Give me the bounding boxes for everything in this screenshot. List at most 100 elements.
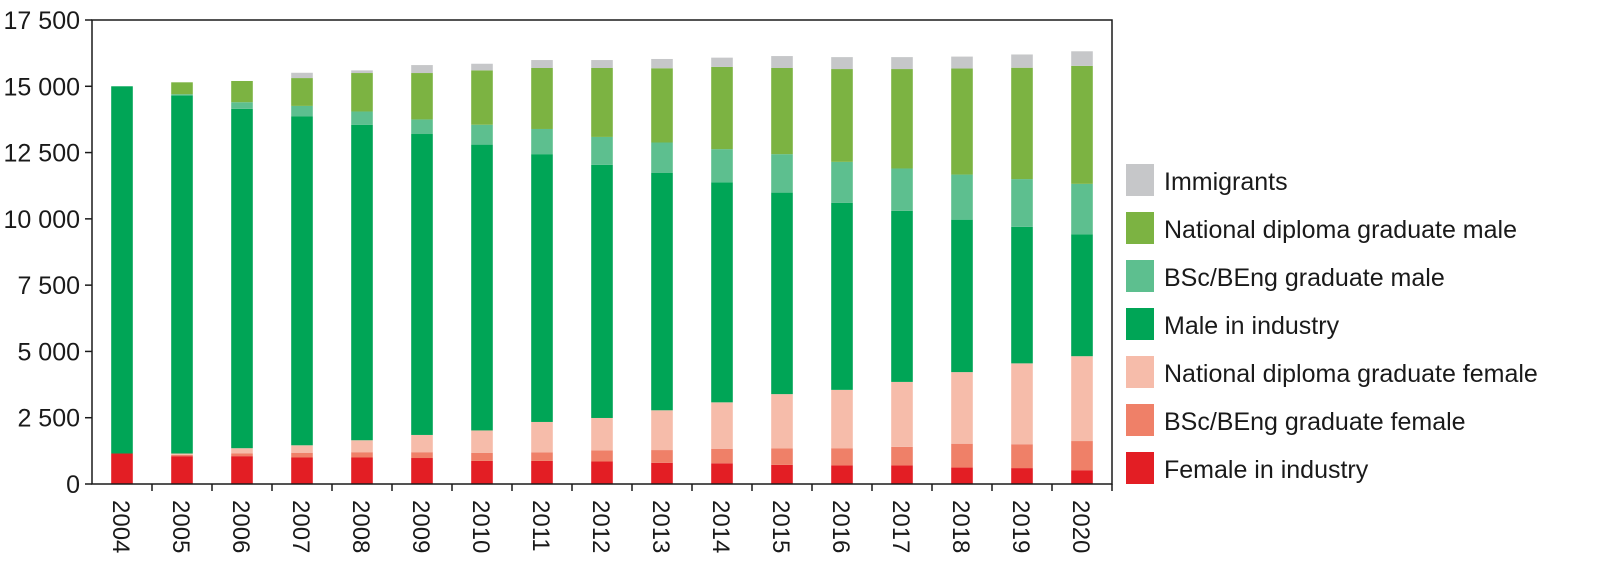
- y-tick-label: 5 000: [17, 338, 80, 366]
- bar-immigrants-2017: [891, 57, 913, 70]
- legend: Immigrants National diploma graduate male…: [1126, 164, 1538, 484]
- y-tick-label: 0: [66, 471, 80, 499]
- legend-label-bsc-beng-graduate-male: BSc/BEng graduate male: [1164, 264, 1445, 292]
- y-tick-label: 10 000: [4, 206, 80, 234]
- bar-male-in-industry-2008: [351, 124, 373, 441]
- bar-national-diploma-graduate-female-2006: [231, 448, 253, 454]
- bar-bsc-beng-graduate-male-2009: [411, 119, 433, 135]
- bar-national-diploma-graduate-male-2009: [411, 73, 433, 120]
- bar-national-diploma-graduate-female-2005: [171, 453, 193, 455]
- bar-female-in-industry-2005: [171, 456, 193, 484]
- x-tick-label: 2004: [107, 500, 134, 553]
- bar-national-diploma-graduate-male-2008: [351, 73, 373, 112]
- bar-immigrants-2018: [951, 56, 973, 69]
- bar-female-in-industry-2008: [351, 457, 373, 484]
- bar-female-in-industry-2019: [1011, 468, 1033, 484]
- y-tick-label: 2 500: [17, 405, 80, 433]
- x-tick-label: 2006: [227, 500, 254, 553]
- bar-immigrants-2020: [1071, 51, 1093, 66]
- bar-immigrants-2007: [291, 72, 313, 79]
- x-tick-label: 2005: [167, 500, 194, 553]
- bar-national-diploma-graduate-male-2019: [1011, 67, 1033, 180]
- bar-bsc-beng-graduate-male-2015: [771, 154, 793, 193]
- bar-national-diploma-graduate-male-2007: [291, 78, 313, 106]
- bar-bsc-beng-graduate-female-2007: [291, 452, 313, 458]
- bar-bsc-beng-graduate-male-2006: [231, 102, 253, 109]
- bar-male-in-industry-2017: [891, 210, 913, 382]
- y-tick-label: 17 500: [4, 7, 80, 35]
- x-tick-label: 2019: [1007, 500, 1034, 553]
- bar-bsc-beng-graduate-female-2009: [411, 452, 433, 459]
- bar-female-in-industry-2014: [711, 463, 733, 484]
- bar-immigrants-2014: [711, 57, 733, 67]
- bar-female-in-industry-2017: [891, 465, 913, 484]
- x-tick-label: 2017: [887, 500, 914, 553]
- x-tick-label: 2010: [467, 500, 494, 553]
- bar-bsc-beng-graduate-female-2014: [711, 448, 733, 464]
- bar-bsc-beng-graduate-female-2011: [531, 452, 553, 461]
- y-axis: 0 2 500 5 000 7 500 10 000 12 500 15 000 17 500: [4, 7, 92, 499]
- x-tick-label: 2015: [767, 500, 794, 553]
- bar-bsc-beng-graduate-male-2010: [471, 124, 493, 145]
- bar-bsc-beng-graduate-female-2016: [831, 448, 853, 466]
- bar-immigrants-2012: [591, 60, 613, 68]
- bar-bsc-beng-graduate-male-2017: [891, 168, 913, 211]
- bar-national-diploma-graduate-female-2014: [711, 402, 733, 449]
- bar-immigrants-2009: [411, 65, 433, 74]
- bar-national-diploma-graduate-male-2018: [951, 68, 973, 175]
- legend-label-bsc-beng-graduate-female: BSc/BEng graduate female: [1164, 408, 1466, 436]
- bar-national-diploma-graduate-female-2016: [831, 389, 853, 449]
- bar-male-in-industry-2014: [711, 182, 733, 403]
- bar-female-in-industry-2006: [231, 456, 253, 484]
- bar-bsc-beng-graduate-female-2013: [651, 450, 673, 463]
- bar-immigrants-2011: [531, 60, 553, 68]
- bar-immigrants-2013: [651, 58, 673, 69]
- bar-male-in-industry-2015: [771, 192, 793, 395]
- bar-national-diploma-graduate-female-2018: [951, 372, 973, 444]
- bar-national-diploma-graduate-male-2011: [531, 67, 553, 129]
- x-tick-label: 2014: [707, 500, 734, 553]
- legend-swatch-national-diploma-graduate-female: [1126, 356, 1154, 388]
- bar-male-in-industry-2019: [1011, 226, 1033, 364]
- bar-bsc-beng-graduate-male-2016: [831, 161, 853, 203]
- bar-bsc-beng-graduate-male-2005: [171, 94, 193, 96]
- x-tick-label: 2011: [527, 500, 554, 552]
- bar-national-diploma-graduate-male-2006: [231, 80, 253, 103]
- bar-national-diploma-graduate-male-2013: [651, 68, 673, 143]
- bar-national-diploma-graduate-female-2007: [291, 445, 313, 453]
- bar-national-diploma-graduate-female-2015: [771, 394, 793, 449]
- bar-immigrants-2008: [351, 70, 373, 74]
- bar-bsc-beng-graduate-female-2017: [891, 446, 913, 466]
- bar-male-in-industry-2006: [231, 108, 253, 449]
- x-tick-label: 2007: [287, 500, 314, 553]
- bar-national-diploma-graduate-female-2010: [471, 430, 493, 453]
- bar-immigrants-2019: [1011, 54, 1033, 68]
- bar-male-in-industry-2013: [651, 172, 673, 411]
- bar-bsc-beng-graduate-male-2014: [711, 149, 733, 183]
- y-tick-label: 12 500: [4, 140, 80, 168]
- bar-national-diploma-graduate-female-2019: [1011, 363, 1033, 445]
- legend-label-national-diploma-graduate-male: National diploma graduate male: [1164, 216, 1517, 244]
- x-tick-label: 2013: [647, 500, 674, 553]
- bar-national-diploma-graduate-male-2012: [591, 67, 613, 137]
- y-tick-label: 15 000: [4, 73, 80, 101]
- bar-bsc-beng-graduate-male-2020: [1071, 183, 1093, 235]
- bar-national-diploma-graduate-male-2015: [771, 67, 793, 155]
- bar-bsc-beng-graduate-male-2018: [951, 174, 973, 220]
- bar-male-in-industry-2020: [1071, 234, 1093, 357]
- y-tick-label: 7 500: [17, 272, 80, 300]
- bar-immigrants-2015: [771, 56, 793, 68]
- bar-bsc-beng-graduate-male-2013: [651, 142, 673, 173]
- bar-male-in-industry-2012: [591, 164, 613, 418]
- bar-national-diploma-graduate-female-2020: [1071, 356, 1093, 442]
- x-tick-label: 2008: [347, 500, 374, 553]
- bar-female-in-industry-2007: [291, 457, 313, 484]
- legend-label-male-in-industry: Male in industry: [1164, 312, 1340, 340]
- bar-female-in-industry-2009: [411, 458, 433, 484]
- bar-bsc-beng-graduate-female-2006: [231, 453, 253, 457]
- bar-national-diploma-graduate-male-2005: [171, 82, 193, 95]
- bar-bsc-beng-graduate-female-2018: [951, 443, 973, 468]
- bar-national-diploma-graduate-female-2012: [591, 417, 613, 451]
- bar-national-diploma-graduate-male-2020: [1071, 65, 1093, 184]
